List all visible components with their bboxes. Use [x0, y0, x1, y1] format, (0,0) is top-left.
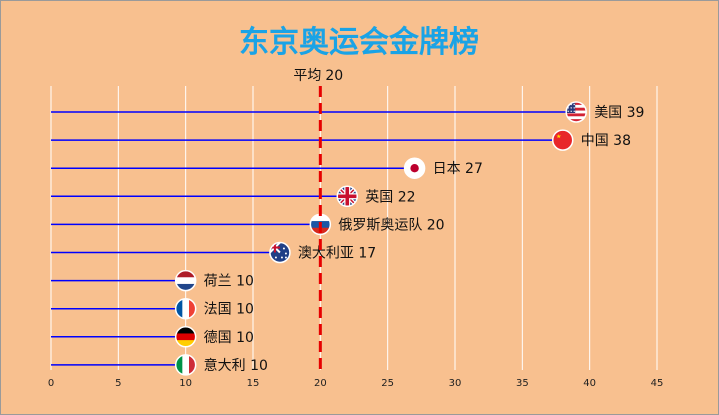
x-tick-label: 10 [179, 378, 192, 389]
average-line-group: 平均 20 [293, 68, 343, 370]
x-tick-label: 5 [115, 378, 121, 389]
data-label: 美国 39 [594, 105, 644, 121]
x-tick-label: 40 [583, 378, 596, 389]
data-label: 中国 38 [581, 133, 631, 149]
lollipop-head [269, 241, 291, 264]
x-tick-label: 35 [516, 378, 529, 389]
average-label-text: 平均 [293, 68, 321, 84]
data-label: 德国 10 [204, 330, 254, 346]
data-label: 意大利 10 [204, 357, 268, 374]
grid [50, 86, 658, 370]
flag-italy-icon [175, 354, 196, 375]
lollipop-head [174, 297, 197, 320]
flag-netherlands-icon [175, 270, 196, 291]
lollipop-head [174, 269, 197, 292]
lollipop-head [174, 326, 197, 348]
average-label: 平均 20 [293, 68, 343, 84]
lollipop-head [174, 354, 197, 376]
x-tick-label: 25 [381, 378, 394, 389]
lollipop-head [403, 157, 426, 179]
flag-china-icon [552, 130, 573, 151]
flag-japan-icon [404, 158, 425, 179]
x-tick-label: 15 [247, 378, 260, 389]
x-tick-label: 30 [449, 378, 462, 389]
series: 美国 39 中国 38 日本 27 英国 22 俄罗斯奥运队 20 澳大利亚 17 荷兰 1… [51, 101, 644, 376]
data-label: 法国 10 [204, 302, 254, 318]
x-tick-label: 45 [651, 378, 664, 389]
data-label: 荷兰 10 [204, 274, 254, 290]
data-label: 俄罗斯奥运队 20 [338, 216, 444, 233]
x-axis: 0 5 10 15 20 25 30 35 40 45 [48, 378, 664, 389]
chart-title: 东京奥运会金牌榜 [239, 25, 479, 60]
data-label: 澳大利亚 17 [298, 246, 376, 262]
average-value: 20 [325, 68, 343, 84]
lollipop-head [565, 101, 587, 123]
x-tick-label: 20 [314, 378, 327, 389]
flag-usa-icon [566, 102, 587, 122]
lollipop-head [336, 185, 359, 208]
lollipop-head [551, 129, 574, 151]
flag-germany-icon [175, 326, 196, 347]
x-tick-label: 0 [48, 378, 54, 389]
data-label: 英国 22 [365, 188, 415, 205]
flag-france-icon [175, 298, 196, 319]
data-label: 日本 27 [433, 161, 483, 177]
